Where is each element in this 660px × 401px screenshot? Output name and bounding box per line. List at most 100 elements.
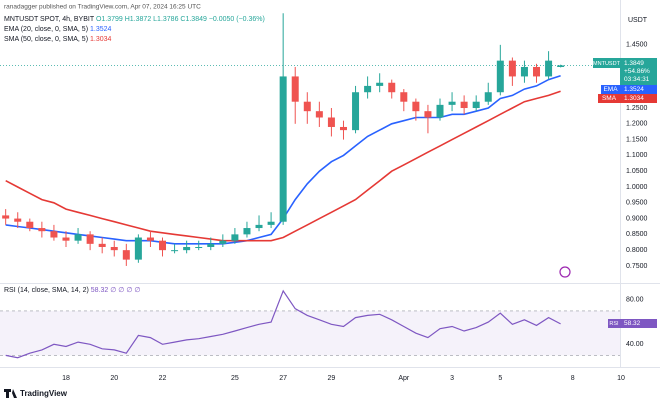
price-legend: MNTUSDT SPOT, 4h, BYBIT O1.3799 H1.3872 … [4, 16, 265, 23]
candle-body [436, 104, 444, 118]
candle-body [327, 117, 335, 127]
ema-legend: EMA (20, close, 0, SMA, 5) 1.3524 [4, 26, 112, 33]
candle-body [508, 60, 516, 77]
candle-body [86, 234, 94, 244]
candle-body [62, 237, 70, 241]
candle-body [291, 76, 299, 102]
rsi-value: 58.32 [91, 287, 109, 294]
ema-name: EMA (20, close, 0, SMA, 5) [4, 26, 88, 33]
rsi-line [5, 289, 561, 359]
candle-body [38, 228, 46, 232]
y-tick-label: 0.8500 [626, 231, 648, 238]
candle-body [545, 60, 553, 77]
candle-body [376, 82, 384, 86]
y-tick-label: 0.7500 [626, 263, 648, 270]
candle-body [364, 85, 372, 93]
sma-value-box [620, 94, 657, 103]
candle-body [26, 221, 34, 229]
rsi-extra: ∅ ∅ ∅ ∅ [110, 287, 140, 294]
x-tick-label: 25 [231, 375, 239, 382]
candle-body [472, 101, 480, 109]
candle-body [14, 218, 22, 222]
candle-body [159, 240, 167, 251]
rsi-value-box [620, 319, 657, 328]
publisher-note: ranadagger published on TradingView.com,… [4, 4, 201, 11]
candle-body [533, 66, 541, 77]
last-price-box [620, 58, 657, 85]
sma-legend: SMA (50, close, 0, SMA, 5) 1.3034 [4, 36, 112, 43]
x-tick-label: 29 [328, 375, 336, 382]
y-tick-label: 1.1500 [626, 136, 648, 143]
sma-value: 1.3034 [90, 36, 112, 43]
ema-tag-box [601, 85, 620, 94]
candle-body [243, 228, 251, 235]
ohlc: O1.3799 H1.3872 L1.3786 C1.3849 −0.0050 … [96, 16, 265, 23]
candle-body [484, 92, 492, 102]
ema-axis-value: 1.3524 [624, 86, 644, 93]
change-label: +54.86% [624, 68, 650, 75]
axes: 0.7500 0.8000 0.8500 0.9000 0.9500 1.0000 1.05… [62, 42, 647, 382]
candle-body [2, 215, 10, 219]
candle-body [520, 66, 528, 77]
x-tick-label: 5 [498, 375, 502, 382]
candle-body [315, 111, 323, 118]
candle-body [255, 224, 263, 229]
symbol-tag-box [593, 58, 620, 68]
rsi-tick-label: 80.00 [626, 297, 644, 304]
x-tick-label: 10 [617, 375, 625, 382]
brand-logo [4, 389, 17, 398]
y-tick-label: 1.1000 [626, 152, 648, 159]
y-tick-label: 1.4500 [626, 42, 648, 49]
y-tick-label: 1.2000 [626, 121, 648, 128]
candle-body [557, 65, 565, 67]
y-tick-label: 0.9000 [626, 215, 648, 222]
candle-body [146, 237, 154, 241]
countdown: 03:34:31 [624, 76, 650, 83]
sma-name: SMA (50, close, 0, SMA, 5) [4, 36, 88, 43]
candle-body [279, 76, 287, 222]
candle-body [352, 92, 360, 131]
y-tick-label: 0.9500 [626, 200, 648, 207]
x-tick-label: 8 [571, 375, 575, 382]
candle-body [339, 126, 347, 131]
candle-body [183, 246, 191, 251]
symbol-tag: MNTUSDT [593, 61, 621, 67]
y-tick-label: 1.0500 [626, 168, 648, 175]
candle-body [231, 234, 239, 241]
y-tick-label: 1.2500 [626, 105, 648, 112]
candle-body [207, 243, 215, 247]
candle-body [50, 231, 58, 238]
sma-tag: SMA [602, 95, 617, 102]
candle-body [219, 240, 227, 244]
y-tick-label: 1.0000 [626, 184, 648, 191]
axis-unit: USDT [628, 17, 648, 24]
rsi-name: RSI (14, close, SMA, 14, 2) [4, 287, 89, 294]
symbol-title: MNTUSDT SPOT, 4h, BYBIT [4, 16, 95, 23]
x-tick-label: 20 [110, 375, 118, 382]
x-tick-label: 18 [62, 375, 70, 382]
sma-axis-value: 1.3034 [624, 95, 644, 102]
rsi-tag-box [608, 319, 620, 328]
candle-body [134, 237, 142, 260]
x-tick-label: 27 [279, 375, 287, 382]
y-tick-label: 0.8000 [626, 247, 648, 254]
rsi-legend: RSI (14, close, SMA, 14, 2) 58.32 ∅ ∅ ∅ … [4, 287, 140, 294]
candle-body [74, 234, 82, 241]
plot-area [0, 13, 620, 359]
candle-body [460, 101, 468, 109]
x-tick-label: 3 [450, 375, 454, 382]
candle-body [496, 60, 504, 93]
candle-body [448, 101, 456, 105]
rsi-tick-label: 40.00 [626, 341, 644, 348]
rsi-tag: RSI [609, 321, 619, 327]
candle-body [412, 101, 420, 112]
alert-icon[interactable] [559, 266, 571, 278]
sma-tag-box [598, 94, 620, 103]
candle-body [195, 246, 203, 248]
x-tick-label: 22 [159, 375, 167, 382]
candle-body [122, 250, 130, 260]
candle-body [400, 92, 408, 102]
ema-value: 1.3524 [90, 26, 112, 33]
